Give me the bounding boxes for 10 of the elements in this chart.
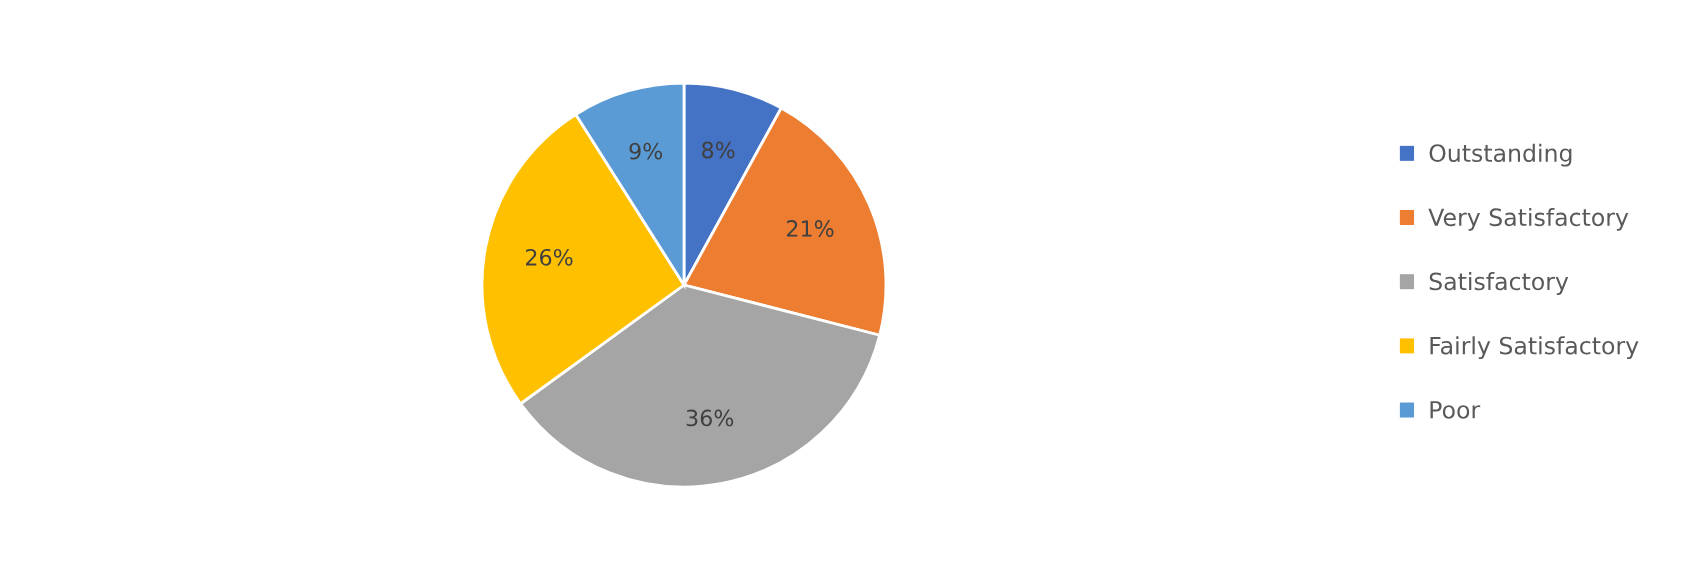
legend-label: Fairly Satisfactory: [1430, 336, 1639, 360]
data-label: 21%: [786, 220, 834, 237]
data-label: 26%: [526, 248, 573, 266]
legend-label: Satisfactory: [1429, 272, 1569, 295]
legend-label: Very Satisfactory: [1428, 207, 1629, 231]
data-label: 36%: [686, 409, 734, 427]
data-label: 9%: [629, 142, 663, 160]
legend-label: Outstanding: [1429, 143, 1572, 167]
data-label: 8%: [702, 141, 735, 159]
legend-label: Poor: [1430, 401, 1481, 419]
